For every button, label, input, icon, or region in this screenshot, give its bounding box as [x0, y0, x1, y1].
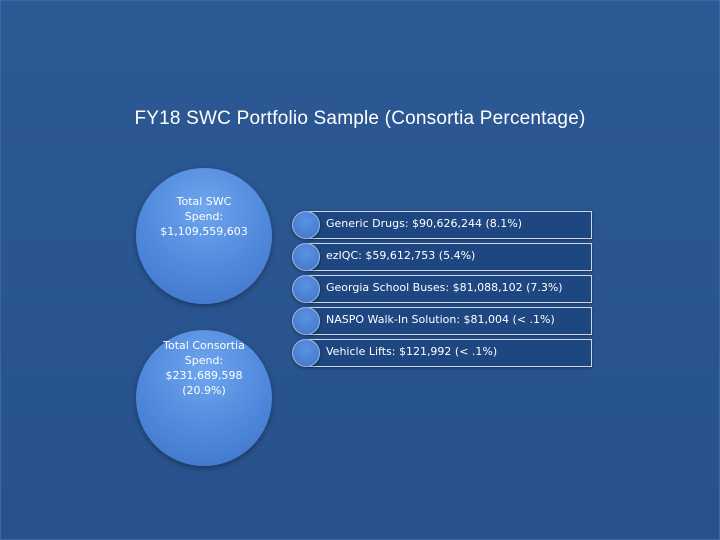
- list-item-label: Georgia School Buses: $81,088,102 (7.3%): [326, 281, 563, 294]
- list-item-naspo-walk-in: NASPO Walk-In Solution: $81,004 (< .1%): [292, 307, 592, 335]
- list-item-bar: [309, 307, 592, 335]
- total-consortia-line-1: Total Consortia: [163, 339, 245, 352]
- list-item-bar: [309, 275, 592, 303]
- list-item-label: Vehicle Lifts: $121,992 (< .1%): [326, 345, 498, 358]
- bullet-circle-icon: [292, 307, 320, 335]
- list-item-bar: [309, 243, 592, 271]
- total-consortia-line-3: $231,689,598: [165, 369, 243, 382]
- page-title: FY18 SWC Portfolio Sample (Consortia Per…: [134, 108, 586, 129]
- list-item-eziqc: ezIQC: $59,612,753 (5.4%): [292, 243, 592, 271]
- bullet-circle-icon: [292, 211, 320, 239]
- total-swc-line-2: Spend:: [184, 210, 224, 223]
- list-item-label: NASPO Walk-In Solution: $81,004 (< .1%): [326, 313, 555, 326]
- total-consortia-spend-circle: Total Consortia Spend: $231,689,598 (20.…: [136, 330, 272, 466]
- list-item-vehicle-lifts: Vehicle Lifts: $121,992 (< .1%): [292, 339, 592, 367]
- total-swc-line-1: Total SWC: [176, 195, 232, 208]
- list-item-label: Generic Drugs: $90,626,244 (8.1%): [326, 217, 523, 230]
- list-item-bar: [309, 211, 592, 239]
- bullet-circle-icon: [292, 243, 320, 271]
- total-swc-line-3: $1,109,559,603: [160, 225, 248, 238]
- list-item-georgia-school-buses: Georgia School Buses: $81,088,102 (7.3%): [292, 275, 592, 303]
- list-item-bar: [309, 339, 592, 367]
- list-item-label: ezIQC: $59,612,753 (5.4%): [326, 249, 476, 262]
- total-swc-spend-circle: Total SWC Spend: $1,109,559,603: [136, 168, 272, 304]
- total-consortia-line-2: Spend:: [184, 354, 224, 367]
- bullet-circle-icon: [292, 275, 320, 303]
- list-item-generic-drugs: Generic Drugs: $90,626,244 (8.1%): [292, 211, 592, 239]
- total-consortia-line-4: (20.9%): [182, 384, 226, 397]
- bullet-circle-icon: [292, 339, 320, 367]
